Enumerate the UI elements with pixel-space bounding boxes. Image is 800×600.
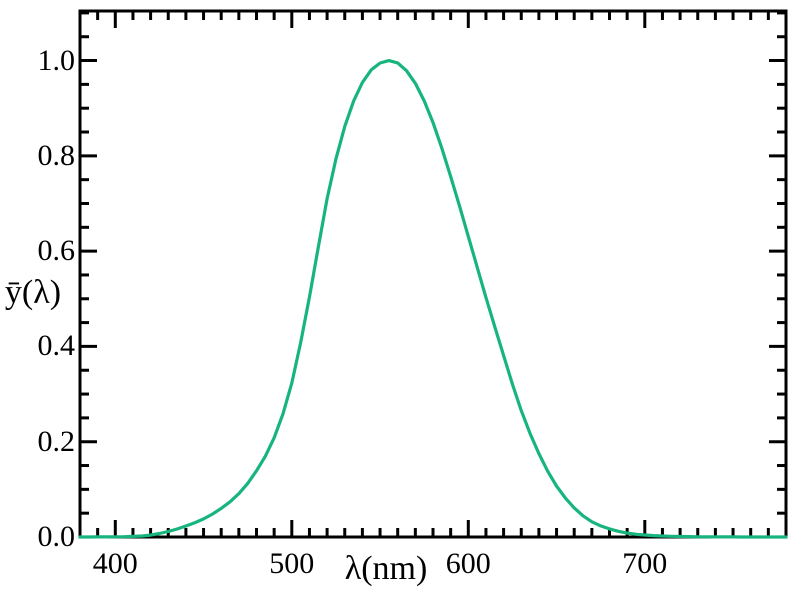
x-tick-label: 400 <box>92 547 138 580</box>
y-tick-label: 0.8 <box>37 138 76 172</box>
x-tick-label: 700 <box>622 547 668 580</box>
y-tick-label: 0.0 <box>37 520 76 553</box>
x-tick-label: 500 <box>269 547 315 580</box>
y-tick-label: 0.2 <box>37 424 76 458</box>
y-axis-title: ȳ(λ) <box>4 274 62 311</box>
plot-border <box>78 9 788 539</box>
curve-luminosity-ybar <box>78 58 788 539</box>
x-axis-title: λ(nm) <box>344 550 428 587</box>
y-tick-label: 0.4 <box>37 329 76 363</box>
y-tick-label: 0.6 <box>37 234 76 268</box>
x-tick-label: 600 <box>445 547 491 580</box>
y-tick-label: 1.0 <box>37 43 76 77</box>
